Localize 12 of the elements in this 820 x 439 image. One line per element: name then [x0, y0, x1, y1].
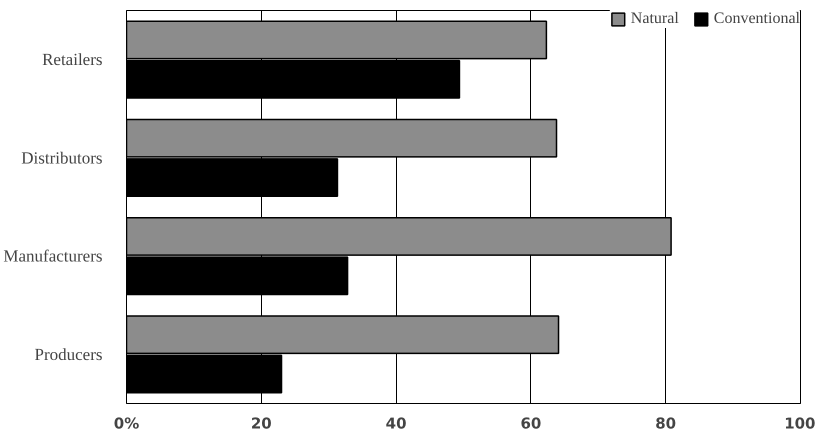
x-tick-label: 0%	[114, 414, 140, 432]
y-tick-label: Producers	[34, 344, 102, 364]
x-tick-label: 20	[250, 414, 272, 432]
x-tick-label: 100	[784, 414, 816, 432]
y-tick-label: Distributors	[21, 148, 103, 168]
x-tick-label: 40	[386, 414, 407, 432]
legend-label: Conventional	[714, 10, 800, 28]
y-tick-label: Manufacturers	[3, 246, 103, 266]
x-tick-label: 80	[655, 414, 676, 432]
x-tick-label: 60	[520, 414, 542, 432]
y-tick-label: Retailers	[42, 50, 102, 70]
legend-label: Natural	[630, 10, 679, 28]
